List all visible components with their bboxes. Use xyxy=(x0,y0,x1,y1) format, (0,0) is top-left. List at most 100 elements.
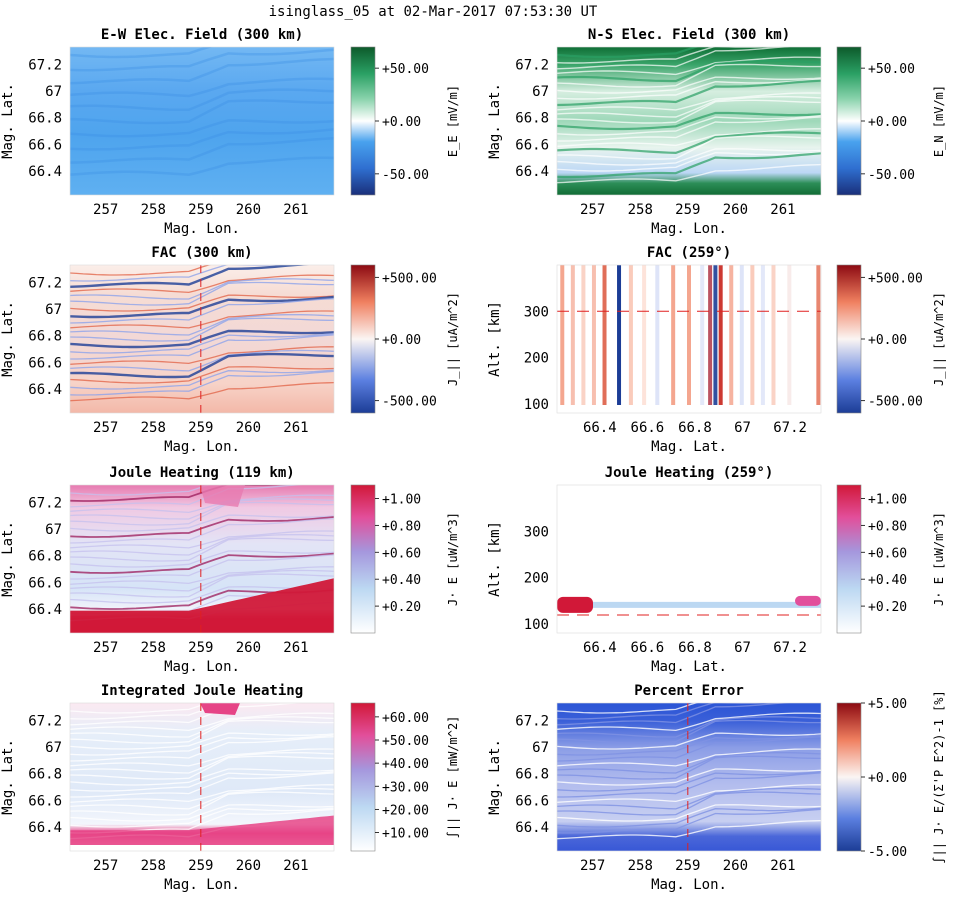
y-axis-label: Mag. Lat. xyxy=(0,739,16,815)
y-tick-label: 66.6 xyxy=(28,575,62,591)
field-contour xyxy=(557,135,821,160)
x-tick-label: 258 xyxy=(141,640,166,656)
colorbar-tick-label: +500.00 xyxy=(382,271,437,286)
field-contour xyxy=(70,278,334,300)
colorbar-tick-label: +60.00 xyxy=(382,711,429,726)
heatmap-field xyxy=(557,703,821,851)
fac-stripe xyxy=(602,265,607,405)
y-tick-label: 66.6 xyxy=(28,137,62,153)
fac-stripe xyxy=(617,265,622,405)
plot-frame xyxy=(69,46,335,196)
panels: E-W Elec. Field (300 km) 257 258 259 260 261 6… xyxy=(0,27,946,893)
fac-stripe xyxy=(771,265,776,405)
y-tick-label: 66.8 xyxy=(28,549,62,565)
field-contour xyxy=(70,787,334,810)
heatmap-background xyxy=(557,485,821,633)
field-contour xyxy=(70,703,303,726)
x-tick-label: 257 xyxy=(93,858,118,874)
field-contour xyxy=(557,770,821,792)
fac-stripe xyxy=(581,265,586,405)
y-axis-label: Mag. Lat. xyxy=(0,301,16,377)
field-contour xyxy=(70,784,334,803)
field-contour xyxy=(70,569,334,592)
field-contour xyxy=(70,748,334,767)
field-contour xyxy=(70,88,334,112)
field-contour xyxy=(70,310,334,329)
x-tick-label: 259 xyxy=(188,420,213,436)
field-contour xyxy=(557,787,821,810)
fac-stripe xyxy=(570,265,575,405)
field-contour xyxy=(557,732,821,750)
x-tick-label: 260 xyxy=(236,640,261,656)
field-contour xyxy=(557,784,821,803)
field-contour xyxy=(557,703,698,714)
field-contour xyxy=(70,77,334,98)
field-contour xyxy=(70,99,334,125)
field-contour xyxy=(70,712,334,732)
colorbar-tick-label: +0.00 xyxy=(868,333,907,348)
x-tick-label: 67 xyxy=(734,420,751,436)
field-contour xyxy=(70,332,334,354)
x-axis-label: Mag. Lon. xyxy=(164,659,240,675)
field-contour xyxy=(557,111,821,131)
x-tick-label: 258 xyxy=(141,202,166,218)
y-axis-label: Mag. Lat. xyxy=(487,739,503,815)
y-tick-label: 67 xyxy=(45,302,62,318)
field-contour xyxy=(70,265,287,282)
colorbar-tick-label: -50.00 xyxy=(382,168,429,183)
panel-7: Integrated Joule Heating 257 258 259 260 261 6… xyxy=(0,683,460,893)
y-tick-label: 66.6 xyxy=(515,793,549,809)
fac-stripe xyxy=(708,265,713,405)
x-tick-label: 259 xyxy=(675,858,700,874)
field-contour xyxy=(70,265,211,276)
fac-stripe xyxy=(560,265,565,405)
x-tick-label: 259 xyxy=(675,202,700,218)
x-tick-label: 260 xyxy=(236,420,261,436)
plot-frame xyxy=(556,702,822,852)
fac-stripe xyxy=(787,265,792,405)
field-contour xyxy=(557,703,774,720)
field-contour xyxy=(557,63,821,88)
fac-stripe xyxy=(729,265,734,405)
panel-title: Percent Error xyxy=(634,683,744,699)
colorbar-tick-label: +0.20 xyxy=(382,600,421,615)
field-contour xyxy=(70,755,334,780)
field-contour xyxy=(70,156,334,176)
y-tick-label: 66.4 xyxy=(28,382,62,398)
field-contour xyxy=(557,791,821,816)
field-contour xyxy=(557,807,821,828)
colorbar-tick-label: +0.00 xyxy=(868,771,907,786)
panel-title: N-S Elec. Field (300 km) xyxy=(588,27,790,43)
field-contour xyxy=(70,295,334,319)
x-tick-label: 260 xyxy=(236,858,261,874)
fac-stripe xyxy=(700,265,705,405)
y-tick-label: 67.2 xyxy=(28,713,62,729)
y-tick-label: 67.2 xyxy=(515,57,549,73)
field-contour xyxy=(557,163,821,184)
colorbar-tick-label: +50.00 xyxy=(868,62,915,77)
colorbar-tick-label: +500.00 xyxy=(868,271,923,286)
fac-stripe xyxy=(655,265,660,405)
colorbar xyxy=(350,484,376,634)
colorbar xyxy=(836,484,862,634)
colorbar xyxy=(836,702,862,852)
heating-band xyxy=(70,815,334,851)
colorbar-tick-label: +5.00 xyxy=(868,697,907,712)
heatmap-field xyxy=(70,265,334,413)
x-tick-label: 259 xyxy=(188,858,213,874)
field-contour xyxy=(557,768,821,786)
x-tick-label: 261 xyxy=(283,858,308,874)
field-contour xyxy=(70,719,334,744)
panel-title: FAC (300 km) xyxy=(151,245,252,261)
field-contour xyxy=(70,550,334,568)
colorbar-tick-label: +40.00 xyxy=(382,757,429,772)
y-tick-label: 66.4 xyxy=(515,164,549,180)
fac-stripe xyxy=(591,265,596,405)
colorbar-tick-label: +0.40 xyxy=(868,573,907,588)
band-edge xyxy=(70,845,334,851)
x-axis-label: Mag. Lon. xyxy=(164,221,240,237)
field-contour xyxy=(557,755,821,780)
field-contour xyxy=(557,712,821,732)
x-tick-label: 261 xyxy=(770,858,795,874)
